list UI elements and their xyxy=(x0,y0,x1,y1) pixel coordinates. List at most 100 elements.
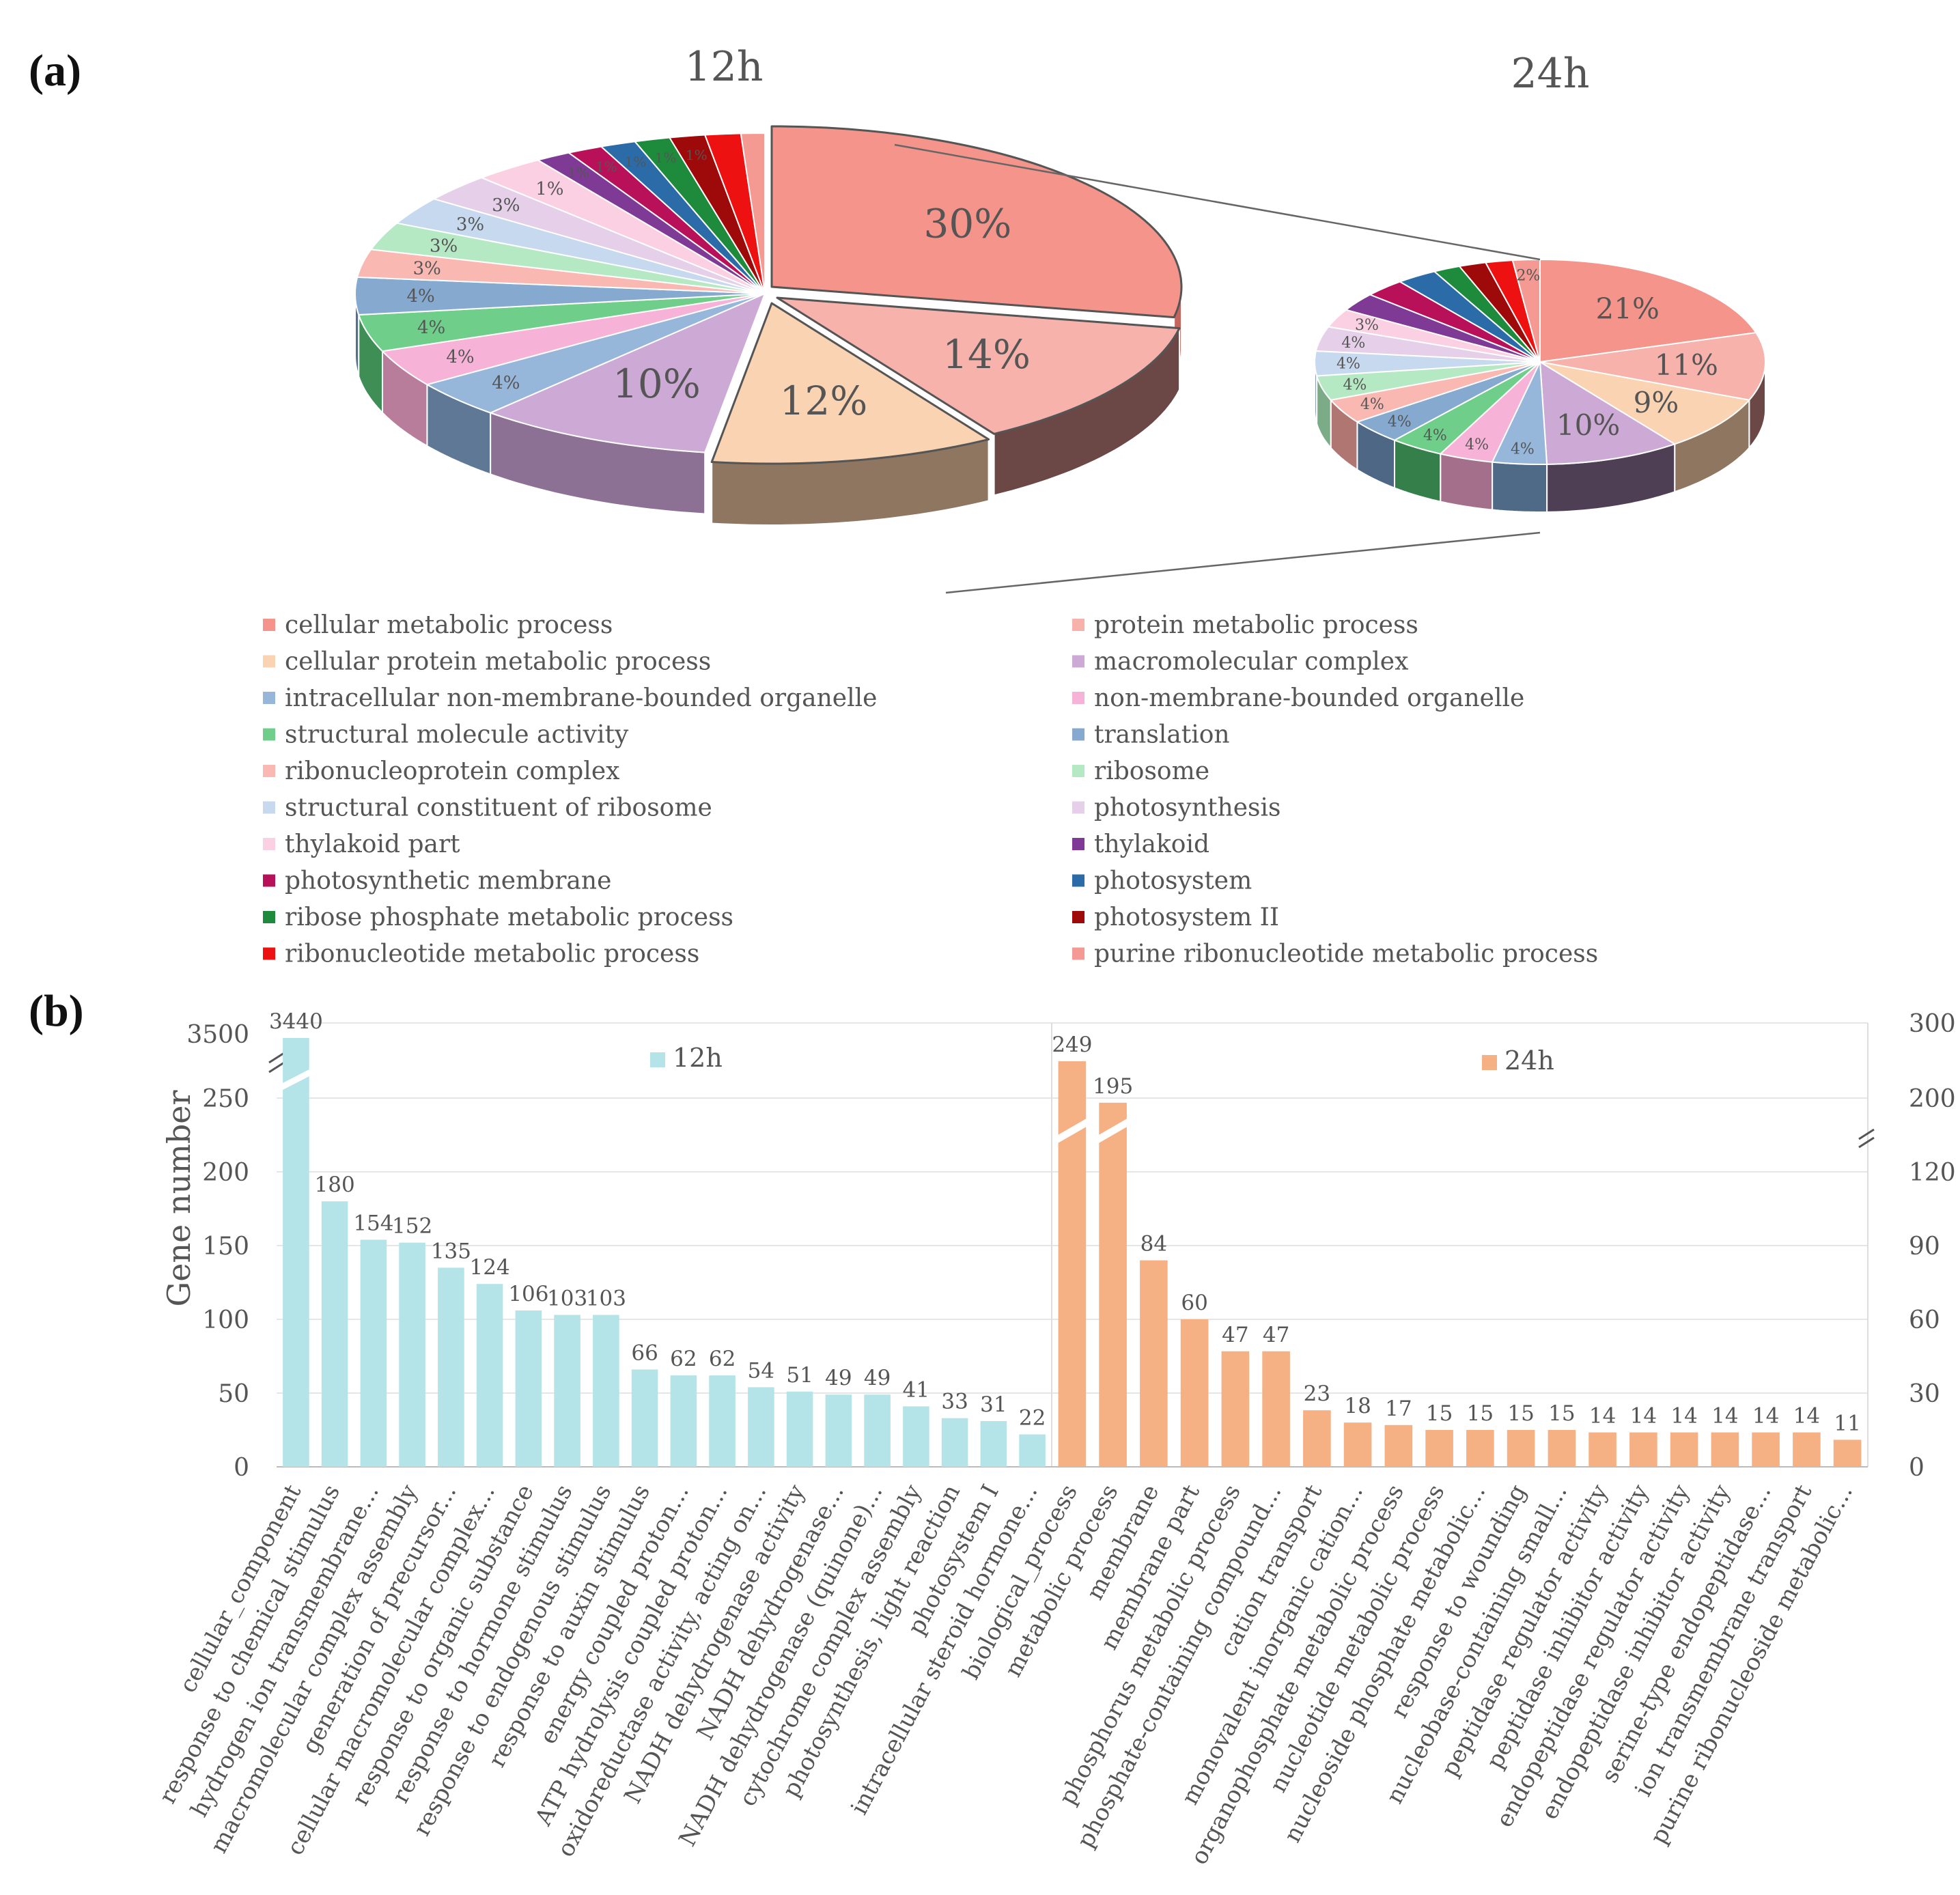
legend-label: ribose phosphate metabolic process xyxy=(285,903,733,931)
legend-label: structural constituent of ribosome xyxy=(285,794,712,822)
pie-chart-24h: 21%11%9%10%4%4%4%4%4%4%4%4%3%2% xyxy=(1314,258,1766,513)
legend-swatch xyxy=(1072,874,1084,887)
pie-small-value-label: 1% xyxy=(625,154,647,170)
left-tick-label: 250 xyxy=(202,1085,249,1113)
pie-value-label: 4% xyxy=(417,318,445,338)
bar-12h xyxy=(515,1310,542,1467)
right-tick-label: 200 xyxy=(1909,1085,1956,1113)
bar-12h xyxy=(554,1315,580,1467)
pie-small-value-label: 1% xyxy=(655,150,677,166)
pie-value-label: 21% xyxy=(1596,292,1660,326)
bar-24h xyxy=(1507,1430,1535,1467)
legend-swatch xyxy=(1072,801,1084,814)
bar-legend-label-12h: 12h xyxy=(673,1043,723,1073)
legend-swatch xyxy=(263,765,275,777)
pie-value-label: 4% xyxy=(1388,413,1412,430)
bar-24h xyxy=(1221,1351,1250,1467)
bar-value-label-12h: 180 xyxy=(315,1173,355,1197)
legend-swatch xyxy=(263,874,275,887)
pie-value-label: 10% xyxy=(1556,408,1620,442)
bar-24h xyxy=(1711,1432,1739,1467)
legend-label: purine ribonucleotide metabolic process xyxy=(1094,940,1598,968)
bar-24h xyxy=(1425,1430,1453,1467)
pie-value-label: 30% xyxy=(923,201,1011,247)
bar-value-label-12h: 3440 xyxy=(269,1009,323,1034)
pie-slice xyxy=(1539,361,1750,445)
bar-value-label-24h: 11 xyxy=(1834,1411,1860,1435)
bar-chart: 0 50 100 150 200 250 3500 0 30 60 90 120 200 300 Gene … xyxy=(154,1009,1955,1869)
left-tick-label: 200 xyxy=(202,1159,249,1187)
bar-break-mark xyxy=(1096,1117,1130,1145)
pie-12h-title: 12h xyxy=(685,43,764,91)
bar-value-label-24h: 18 xyxy=(1344,1394,1371,1418)
bar-value-label-24h: 47 xyxy=(1263,1323,1289,1347)
bar-24h xyxy=(1384,1424,1413,1467)
bar-value-label-12h: 49 xyxy=(825,1366,852,1390)
pie-value-label: 4% xyxy=(1465,436,1489,453)
bar-value-label-24h: 249 xyxy=(1052,1033,1092,1057)
legend-swatch xyxy=(1072,655,1084,668)
bar-legend-swatch-24h xyxy=(1482,1055,1497,1070)
bar-24h xyxy=(1140,1260,1168,1467)
bar-legend-label-24h: 24h xyxy=(1504,1045,1554,1076)
left-tick-label: 100 xyxy=(202,1306,249,1334)
pie-value-label: 2% xyxy=(1516,267,1540,284)
bar-value-label-12h: 51 xyxy=(786,1363,813,1388)
pie-value-label: 4% xyxy=(406,286,434,307)
legend-label: photosystem II xyxy=(1094,903,1279,931)
legend-label: ribosome xyxy=(1094,757,1209,785)
pie-side-segment xyxy=(1492,461,1548,513)
right-tick-label: 0 xyxy=(1909,1454,1924,1482)
left-tick-label: 0 xyxy=(234,1454,249,1482)
bar-12h xyxy=(631,1369,658,1467)
bar-24h xyxy=(1466,1430,1494,1467)
bar-value-label-24h: 84 xyxy=(1140,1232,1167,1257)
legend-swatch xyxy=(263,692,275,704)
bar-value-label-24h: 60 xyxy=(1181,1291,1207,1315)
pie-value-label: 3% xyxy=(456,214,484,235)
bar-12h xyxy=(321,1201,348,1467)
bar-value-label-24h: 14 xyxy=(1670,1404,1697,1429)
legend-swatch xyxy=(1072,765,1084,777)
legend-swatch xyxy=(263,655,275,668)
left-tick-label: 50 xyxy=(218,1380,249,1408)
pie-value-label: 1% xyxy=(535,179,563,199)
legend-label: photosystem xyxy=(1094,867,1252,895)
left-tick-label: 150 xyxy=(202,1233,249,1261)
pie-value-label: 14% xyxy=(942,331,1031,378)
pie-side-segment xyxy=(1440,453,1494,511)
legend-label: non-membrane-bounded organelle xyxy=(1094,684,1524,712)
pie-value-label: 4% xyxy=(1341,335,1365,352)
pie-small-labels: 1% 1% 1% 1% 1% xyxy=(568,147,707,181)
bar-value-label-12h: 33 xyxy=(941,1390,968,1414)
legend-label: translation xyxy=(1094,721,1230,749)
left-axis-break xyxy=(268,1052,285,1073)
bar-24h xyxy=(1752,1432,1780,1467)
pie-slice xyxy=(1539,259,1757,363)
legend-label: macromolecular complex xyxy=(1094,648,1408,676)
bar-24h xyxy=(1343,1422,1372,1467)
bar-24h xyxy=(1180,1319,1209,1467)
bar-value-label-12h: 135 xyxy=(431,1239,471,1263)
bar-value-label-12h: 103 xyxy=(547,1287,587,1311)
bar-value-label-24h: 14 xyxy=(1793,1404,1820,1429)
bar-value-label-24h: 14 xyxy=(1630,1404,1657,1429)
bar-value-label-12h: 103 xyxy=(586,1287,626,1311)
right-tick-label: 300 xyxy=(1909,1010,1956,1038)
pie-value-label: 4% xyxy=(1336,356,1360,373)
bar-value-label-24h: 23 xyxy=(1304,1381,1330,1406)
bar-24h xyxy=(1793,1432,1821,1467)
bar-value-label-12h: 124 xyxy=(470,1255,510,1280)
bar-12h xyxy=(980,1421,1007,1467)
bar-value-label-12h: 49 xyxy=(864,1366,891,1390)
legend-label: thylakoid part xyxy=(285,830,460,858)
bar-12h xyxy=(786,1391,813,1467)
bar-value-label-24h: 17 xyxy=(1385,1396,1412,1421)
right-tick-label: 30 xyxy=(1909,1380,1940,1408)
bar-12h xyxy=(825,1394,852,1467)
legend-label: protein metabolic process xyxy=(1094,611,1418,639)
bar-value-label-12h: 106 xyxy=(508,1282,548,1306)
right-tick-label: 120 xyxy=(1909,1159,1956,1187)
bar-12h xyxy=(283,1038,309,1467)
